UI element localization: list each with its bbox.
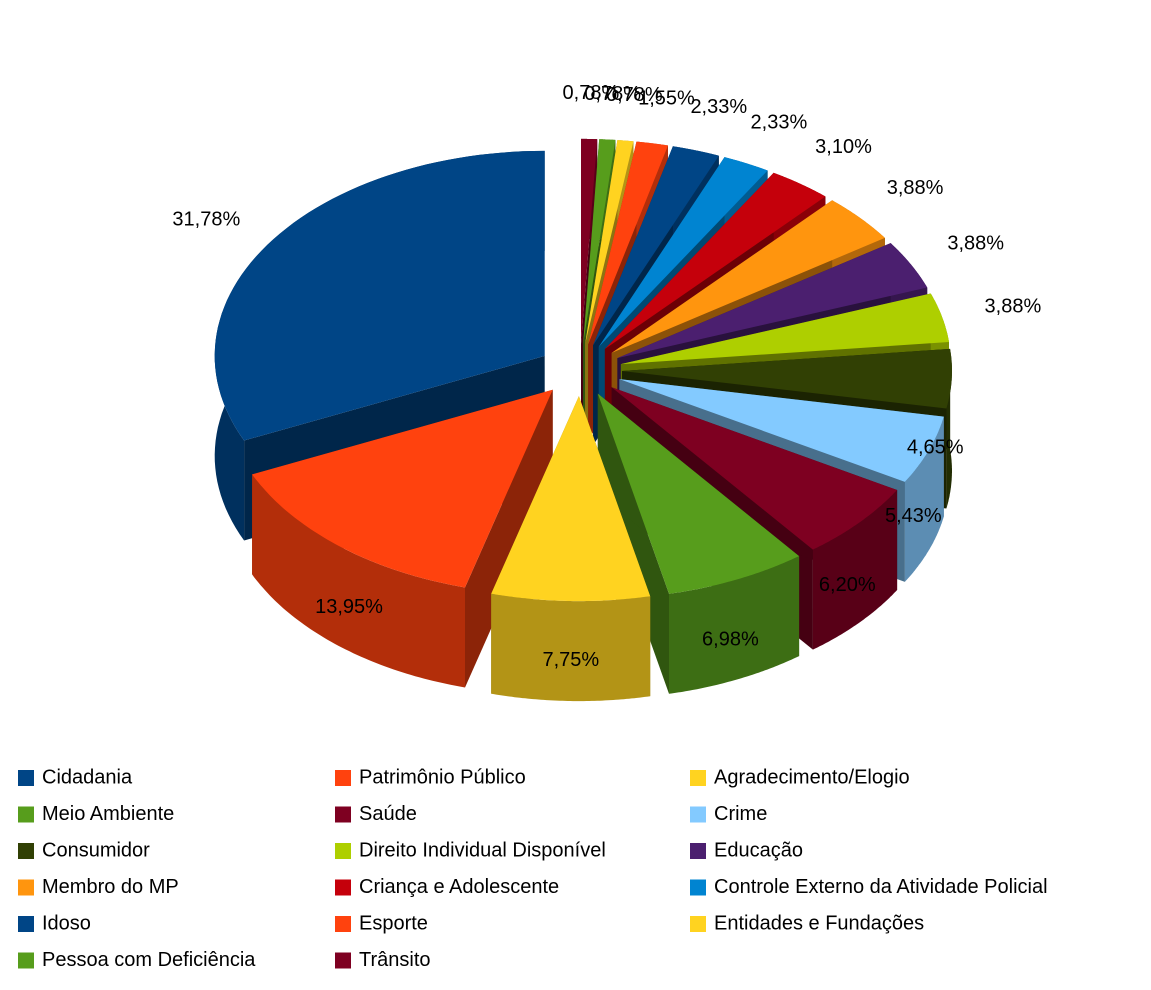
slice-wall	[812, 490, 898, 650]
data-label: 1,55%	[638, 87, 695, 109]
slice	[622, 348, 952, 409]
slice	[617, 243, 928, 359]
legend-swatch	[690, 916, 706, 932]
data-label: 2,33%	[751, 111, 808, 133]
data-label: 0,78%	[563, 82, 620, 104]
legend-swatch	[335, 952, 351, 969]
data-label: 3,88%	[985, 295, 1042, 317]
slice	[585, 140, 634, 345]
data-label: 2,33%	[690, 96, 747, 118]
legend-label: Trânsito	[359, 949, 431, 971]
data-label: 7,75%	[542, 649, 599, 671]
legend-label: Meio Ambiente	[42, 803, 174, 825]
data-label: 0,78%	[606, 84, 663, 106]
legend-label: Consumidor	[42, 839, 150, 861]
data-label: 31,78%	[172, 209, 240, 231]
legend-label: Entidades e Fundações	[714, 912, 924, 934]
slice	[588, 141, 668, 345]
slice	[583, 139, 616, 344]
slice	[598, 157, 768, 347]
data-label: 6,20%	[819, 574, 876, 596]
slice	[611, 387, 898, 550]
slice-wall	[491, 593, 651, 702]
slice-wall	[904, 416, 944, 582]
legend-swatch	[18, 806, 34, 823]
legend-label: Crime	[714, 803, 767, 825]
slice	[581, 138, 598, 344]
legend-label: Agradecimento/Elogio	[714, 766, 910, 788]
legend-label: Idoso	[42, 912, 91, 934]
data-label: 6,98%	[702, 628, 759, 650]
slice-wall	[669, 556, 800, 694]
legend-swatch	[690, 843, 706, 859]
legend-label: Direito Individual Disponível	[359, 839, 606, 861]
slice	[593, 146, 719, 346]
slice	[597, 393, 800, 594]
legend-swatch	[18, 879, 34, 896]
legend-swatch	[335, 843, 351, 859]
data-label: 5,43%	[885, 505, 942, 527]
legend-swatch	[335, 879, 351, 896]
slice	[604, 172, 826, 349]
legend-swatch	[690, 806, 706, 823]
legend-swatch	[690, 770, 706, 786]
data-label: 3,88%	[887, 177, 944, 199]
legend-label: Educação	[714, 839, 803, 861]
legend-label: Patrimônio Público	[359, 766, 526, 788]
legend-swatch	[18, 952, 34, 969]
legend-swatch	[335, 770, 351, 786]
legend-swatch	[335, 806, 351, 823]
slice	[619, 379, 944, 482]
legend-label: Esporte	[359, 912, 428, 934]
slice	[214, 150, 545, 441]
legend-label: Criança e Adolescente	[359, 876, 559, 898]
legend-swatch	[18, 916, 34, 932]
legend-label: Membro do MP	[42, 876, 179, 898]
slice-group	[597, 393, 800, 694]
legend-label: Saúde	[359, 803, 417, 825]
legend-label: Cidadania	[42, 766, 133, 788]
data-label: 3,88%	[947, 232, 1004, 254]
data-label: 13,95%	[315, 596, 383, 618]
data-label: 4,65%	[907, 437, 964, 459]
slice-wall	[252, 474, 465, 688]
data-label: 0,78%	[584, 83, 641, 105]
slice	[252, 389, 553, 588]
slice	[620, 293, 949, 365]
legend-swatch	[18, 770, 34, 786]
legend-label: Controle Externo da Atividade Policial	[714, 876, 1048, 898]
slice	[491, 396, 651, 602]
legend-label: Pessoa com Deficiência	[42, 949, 256, 971]
slice-group	[491, 396, 651, 702]
legend-swatch	[335, 916, 351, 932]
slice-group	[252, 389, 553, 688]
legend-swatch	[690, 879, 706, 896]
slice	[611, 200, 885, 353]
legend-swatch	[18, 843, 34, 859]
slice-side	[465, 389, 553, 688]
data-label: 3,10%	[815, 136, 872, 158]
